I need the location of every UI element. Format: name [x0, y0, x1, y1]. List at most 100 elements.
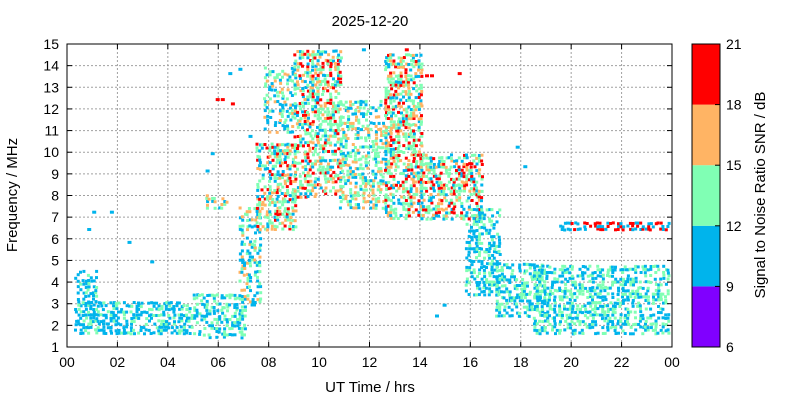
- snr-cell: [626, 268, 630, 272]
- snr-cell: [188, 332, 192, 335]
- snr-cell: [409, 117, 413, 121]
- snr-cell: [517, 314, 521, 318]
- snr-cell: [505, 278, 509, 282]
- snr-cell: [472, 271, 476, 275]
- snr-cell: [220, 203, 224, 206]
- snr-cell: [256, 203, 260, 207]
- x-tick-label: 08: [261, 354, 277, 370]
- snr-cell: [286, 149, 290, 152]
- snr-cell: [475, 247, 479, 251]
- snr-cell: [570, 267, 574, 271]
- x-axis-title: UT Time / hrs: [325, 379, 415, 396]
- snr-cell: [367, 179, 371, 183]
- snr-cell: [649, 326, 653, 330]
- snr-cell: [490, 290, 494, 294]
- snr-cell: [329, 116, 333, 120]
- snr-cell: [414, 144, 418, 148]
- x-tick-label: 16: [463, 354, 479, 370]
- snr-cell: [607, 319, 610, 323]
- snr-cell: [92, 316, 96, 320]
- snr-cell: [412, 175, 416, 179]
- snr-cell: [638, 319, 642, 323]
- snr-cell: [389, 129, 393, 133]
- snr-cell: [339, 188, 343, 192]
- snr-cell: [432, 216, 436, 220]
- snr-cell: [448, 172, 452, 176]
- snr-cell: [385, 125, 388, 129]
- snr-cell: [442, 189, 446, 193]
- snr-cell: [389, 83, 393, 87]
- snr-cell: [318, 144, 322, 148]
- snr-cell: [301, 89, 305, 93]
- snr-cell: [353, 158, 357, 162]
- snr-cell: [223, 317, 227, 321]
- snr-cell: [598, 283, 602, 287]
- snr-cell: [258, 200, 262, 204]
- snr-cell: [314, 147, 317, 151]
- snr-cell: [467, 281, 471, 285]
- snr-cell: [271, 145, 275, 149]
- snr-cell: [644, 292, 648, 296]
- snr-cell: [177, 313, 181, 317]
- snr-cell: [410, 144, 414, 148]
- snr-cell: [626, 224, 630, 228]
- snr-cell: [404, 217, 408, 221]
- snr-cell: [522, 262, 526, 266]
- snr-cell: [498, 208, 502, 212]
- snr-point: [230, 102, 235, 106]
- snr-cell: [470, 235, 474, 239]
- snr-cell: [384, 201, 388, 205]
- snr-cell: [477, 272, 481, 275]
- snr-cell: [482, 265, 486, 269]
- snr-cell: [480, 196, 484, 200]
- snr-cell: [314, 131, 318, 135]
- snr-cell: [482, 223, 486, 227]
- snr-cell: [241, 264, 245, 268]
- snr-cell: [379, 99, 383, 103]
- snr-cell: [417, 74, 420, 78]
- snr-cell: [139, 325, 143, 329]
- snr-cell: [109, 329, 113, 333]
- snr-cell: [402, 196, 406, 200]
- snr-cell: [364, 200, 368, 204]
- snr-cell: [337, 92, 341, 96]
- snr-cell: [382, 121, 385, 125]
- snr-cell: [301, 123, 304, 127]
- snr-cell: [387, 198, 391, 202]
- snr-cell: [314, 64, 318, 68]
- snr-cell: [372, 193, 376, 197]
- snr-cell: [233, 314, 237, 318]
- snr-cell: [212, 296, 216, 300]
- snr-cell: [613, 305, 617, 308]
- snr-cell: [427, 162, 431, 166]
- snr-cell: [492, 275, 496, 279]
- snr-cell: [275, 154, 279, 158]
- snr-cell: [321, 79, 325, 83]
- snr-cell: [306, 180, 310, 184]
- snr-cell: [344, 182, 348, 186]
- snr-cell: [540, 326, 544, 330]
- snr-cell: [354, 197, 358, 201]
- snr-cell: [245, 252, 249, 256]
- snr-cell: [593, 292, 597, 296]
- snr-cell: [96, 326, 100, 330]
- snr-cell: [87, 310, 90, 314]
- snr-cell: [629, 280, 633, 284]
- snr-cell: [265, 73, 269, 77]
- snr-cell: [468, 259, 472, 263]
- snr-cell: [394, 168, 398, 172]
- snr-cell: [183, 314, 186, 318]
- snr-cell: [399, 83, 403, 87]
- snr-cell: [464, 214, 468, 218]
- snr-cell: [212, 306, 216, 309]
- snr-cell: [539, 283, 542, 287]
- snr-cell: [336, 104, 340, 108]
- snr-cell: [435, 180, 439, 184]
- snr-cell: [415, 187, 419, 191]
- snr-cell: [291, 111, 295, 115]
- snr-cell: [266, 118, 270, 122]
- snr-cell: [339, 100, 343, 104]
- snr-cell: [341, 154, 345, 158]
- snr-cell: [465, 153, 468, 157]
- snr-cell: [428, 196, 431, 200]
